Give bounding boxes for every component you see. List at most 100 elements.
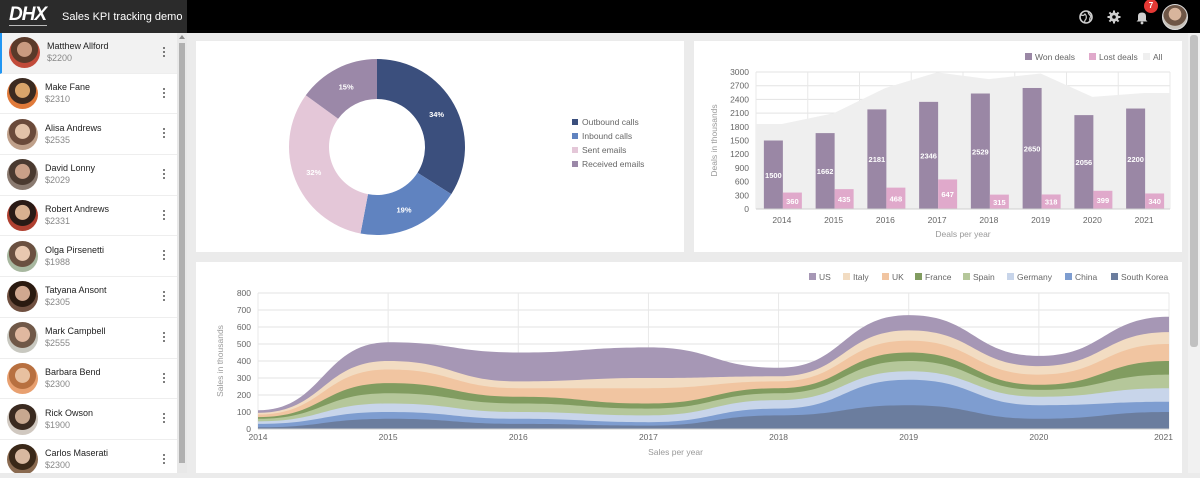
- more-options-icon[interactable]: [163, 250, 165, 261]
- legend-label: Spain: [973, 272, 995, 282]
- logo-text: DHX: [9, 3, 47, 25]
- legend-label: Lost deals: [1099, 52, 1138, 62]
- lost-deals-bar: [938, 179, 958, 209]
- person-sales: $2305: [45, 297, 71, 308]
- x-axis-title: Sales per year: [648, 447, 703, 457]
- avatar: [7, 200, 38, 232]
- person-name: David Lonny: [45, 163, 96, 174]
- sidebar-scrollbar[interactable]: [177, 33, 187, 473]
- won-deals-bar: [970, 93, 990, 209]
- area-series-south-korea: [258, 405, 1169, 429]
- person-name: Olga Pirsenetti: [45, 244, 105, 255]
- people-list: Matthew Allford $2200 Make Fane $2310 Alisa …: [0, 33, 177, 473]
- legend-label: Outbound calls: [582, 117, 639, 127]
- more-options-icon[interactable]: [163, 47, 165, 57]
- person-info: Carlos Maserati $2300: [45, 447, 108, 472]
- more-options-icon[interactable]: [163, 169, 165, 180]
- globe-icon[interactable]: [1078, 9, 1094, 25]
- y-tick-label: 1800: [730, 122, 749, 132]
- more-options-icon[interactable]: [163, 128, 165, 139]
- won-deals-bar: [867, 109, 887, 209]
- legend-label: Sent emails: [582, 145, 626, 155]
- bar-chart: 0 300 600 900 1200 1500 1800 2100 2400 2700 3000 15…: [709, 52, 1171, 239]
- area-chart-card: 0 100 200 300 400 500 600 700 800 2014 2015 2016 201…: [196, 262, 1182, 473]
- sidebar-person-item[interactable]: Make Fane $2310: [0, 74, 177, 115]
- avatar: [7, 240, 38, 272]
- won-deals-bar: [919, 101, 939, 209]
- y-tick-label: 600: [735, 177, 749, 187]
- sidebar-person-item[interactable]: David Lonny $2029: [0, 155, 177, 196]
- main-scroll-thumb[interactable]: [1190, 35, 1198, 347]
- y-tick-label: 1500: [730, 136, 749, 146]
- dhx-logo[interactable]: DHX: [9, 5, 49, 29]
- avatar: [7, 444, 38, 473]
- x-tick-label: 2015: [824, 215, 843, 225]
- avatar: [7, 159, 38, 191]
- person-name: Rick Owson: [45, 407, 94, 418]
- x-tick-label: 2014: [772, 215, 791, 225]
- y-tick-label: 700: [237, 305, 251, 315]
- person-name: Tatyana Ansont: [45, 285, 107, 296]
- x-tick-label: 2019: [1031, 215, 1050, 225]
- sidebar-person-item[interactable]: Matthew Allford $2200: [0, 33, 177, 74]
- won-deals-value: 2346: [920, 151, 937, 160]
- sidebar-person-item[interactable]: Mark Campbell $2555: [0, 318, 177, 359]
- sidebar-person-item[interactable]: Robert Andrews $2331: [0, 196, 177, 237]
- legend-label: US: [819, 272, 831, 282]
- legend-swatch: [1143, 53, 1150, 60]
- person-sales: $2310: [45, 94, 71, 105]
- scroll-up-arrow-icon[interactable]: [179, 35, 185, 39]
- sidebar-scroll-thumb[interactable]: [179, 43, 185, 463]
- app-title: Sales KPI tracking demo: [62, 10, 183, 23]
- legend-swatch: [1007, 273, 1014, 280]
- person-sales: $2200: [47, 53, 73, 64]
- sidebar-person-item[interactable]: Rick Owson $1900: [0, 399, 177, 440]
- donut-slice-label: 19%: [396, 205, 411, 214]
- lost-deals-bar: [782, 192, 802, 209]
- sidebar-person-item[interactable]: Barbara Bend $2300: [0, 359, 177, 400]
- bell-icon[interactable]: 7: [1134, 0, 1158, 25]
- gear-icon[interactable]: [1106, 9, 1122, 25]
- won-deals-value: 2200: [1127, 155, 1144, 164]
- person-name: Alisa Andrews: [45, 122, 102, 133]
- sidebar-person-item[interactable]: Tatyana Ansont $2305: [0, 277, 177, 318]
- top-bar: DHX Sales KPI tracking demo 7: [0, 0, 1200, 33]
- more-options-icon[interactable]: [163, 413, 165, 424]
- sidebar-person-item[interactable]: Alisa Andrews $2535: [0, 114, 177, 156]
- more-options-icon[interactable]: [163, 331, 165, 342]
- legend-swatch: [1065, 273, 1072, 280]
- user-avatar[interactable]: [1162, 3, 1188, 30]
- bar-chart-card: 0 300 600 900 1200 1500 1800 2100 2400 2700 3000 15…: [694, 41, 1182, 252]
- x-axis-title: Deals per year: [935, 229, 990, 239]
- legend-swatch: [882, 273, 889, 280]
- donut-slice: [360, 172, 452, 236]
- y-tick-label: 300: [237, 373, 251, 383]
- sidebar-person-item[interactable]: Olga Pirsenetti $1988: [0, 236, 177, 278]
- x-tick-label: 2021: [1154, 432, 1173, 442]
- more-options-icon[interactable]: [163, 291, 165, 302]
- more-options-icon[interactable]: [163, 372, 165, 383]
- x-tick-label: 2017: [928, 215, 947, 225]
- more-options-icon[interactable]: [163, 87, 165, 98]
- won-deals-value: 2181: [869, 155, 886, 164]
- person-sales: $1988: [45, 256, 71, 267]
- lost-deals-bar: [1145, 193, 1165, 209]
- legend-swatch: [1025, 53, 1032, 60]
- avatar: [7, 78, 38, 110]
- legend-swatch: [1111, 273, 1118, 280]
- x-tick-label: 2018: [769, 432, 788, 442]
- donut-slice: [289, 95, 369, 234]
- sidebar-person-item[interactable]: Carlos Maserati $2300: [0, 440, 177, 473]
- more-options-icon[interactable]: [163, 209, 165, 220]
- more-options-icon[interactable]: [163, 453, 165, 464]
- main-scrollbar[interactable]: [1188, 33, 1200, 473]
- lost-deals-bar: [1093, 190, 1113, 209]
- lost-deals-bar: [886, 187, 906, 209]
- person-sales: $2029: [45, 175, 71, 186]
- person-name: Matthew Allford: [47, 41, 109, 52]
- y-tick-label: 600: [237, 322, 251, 332]
- x-tick-label: 2021: [1135, 215, 1154, 225]
- person-name: Robert Andrews: [45, 204, 110, 215]
- y-tick-label: 1200: [730, 149, 749, 159]
- x-tick-label: 2020: [1083, 215, 1102, 225]
